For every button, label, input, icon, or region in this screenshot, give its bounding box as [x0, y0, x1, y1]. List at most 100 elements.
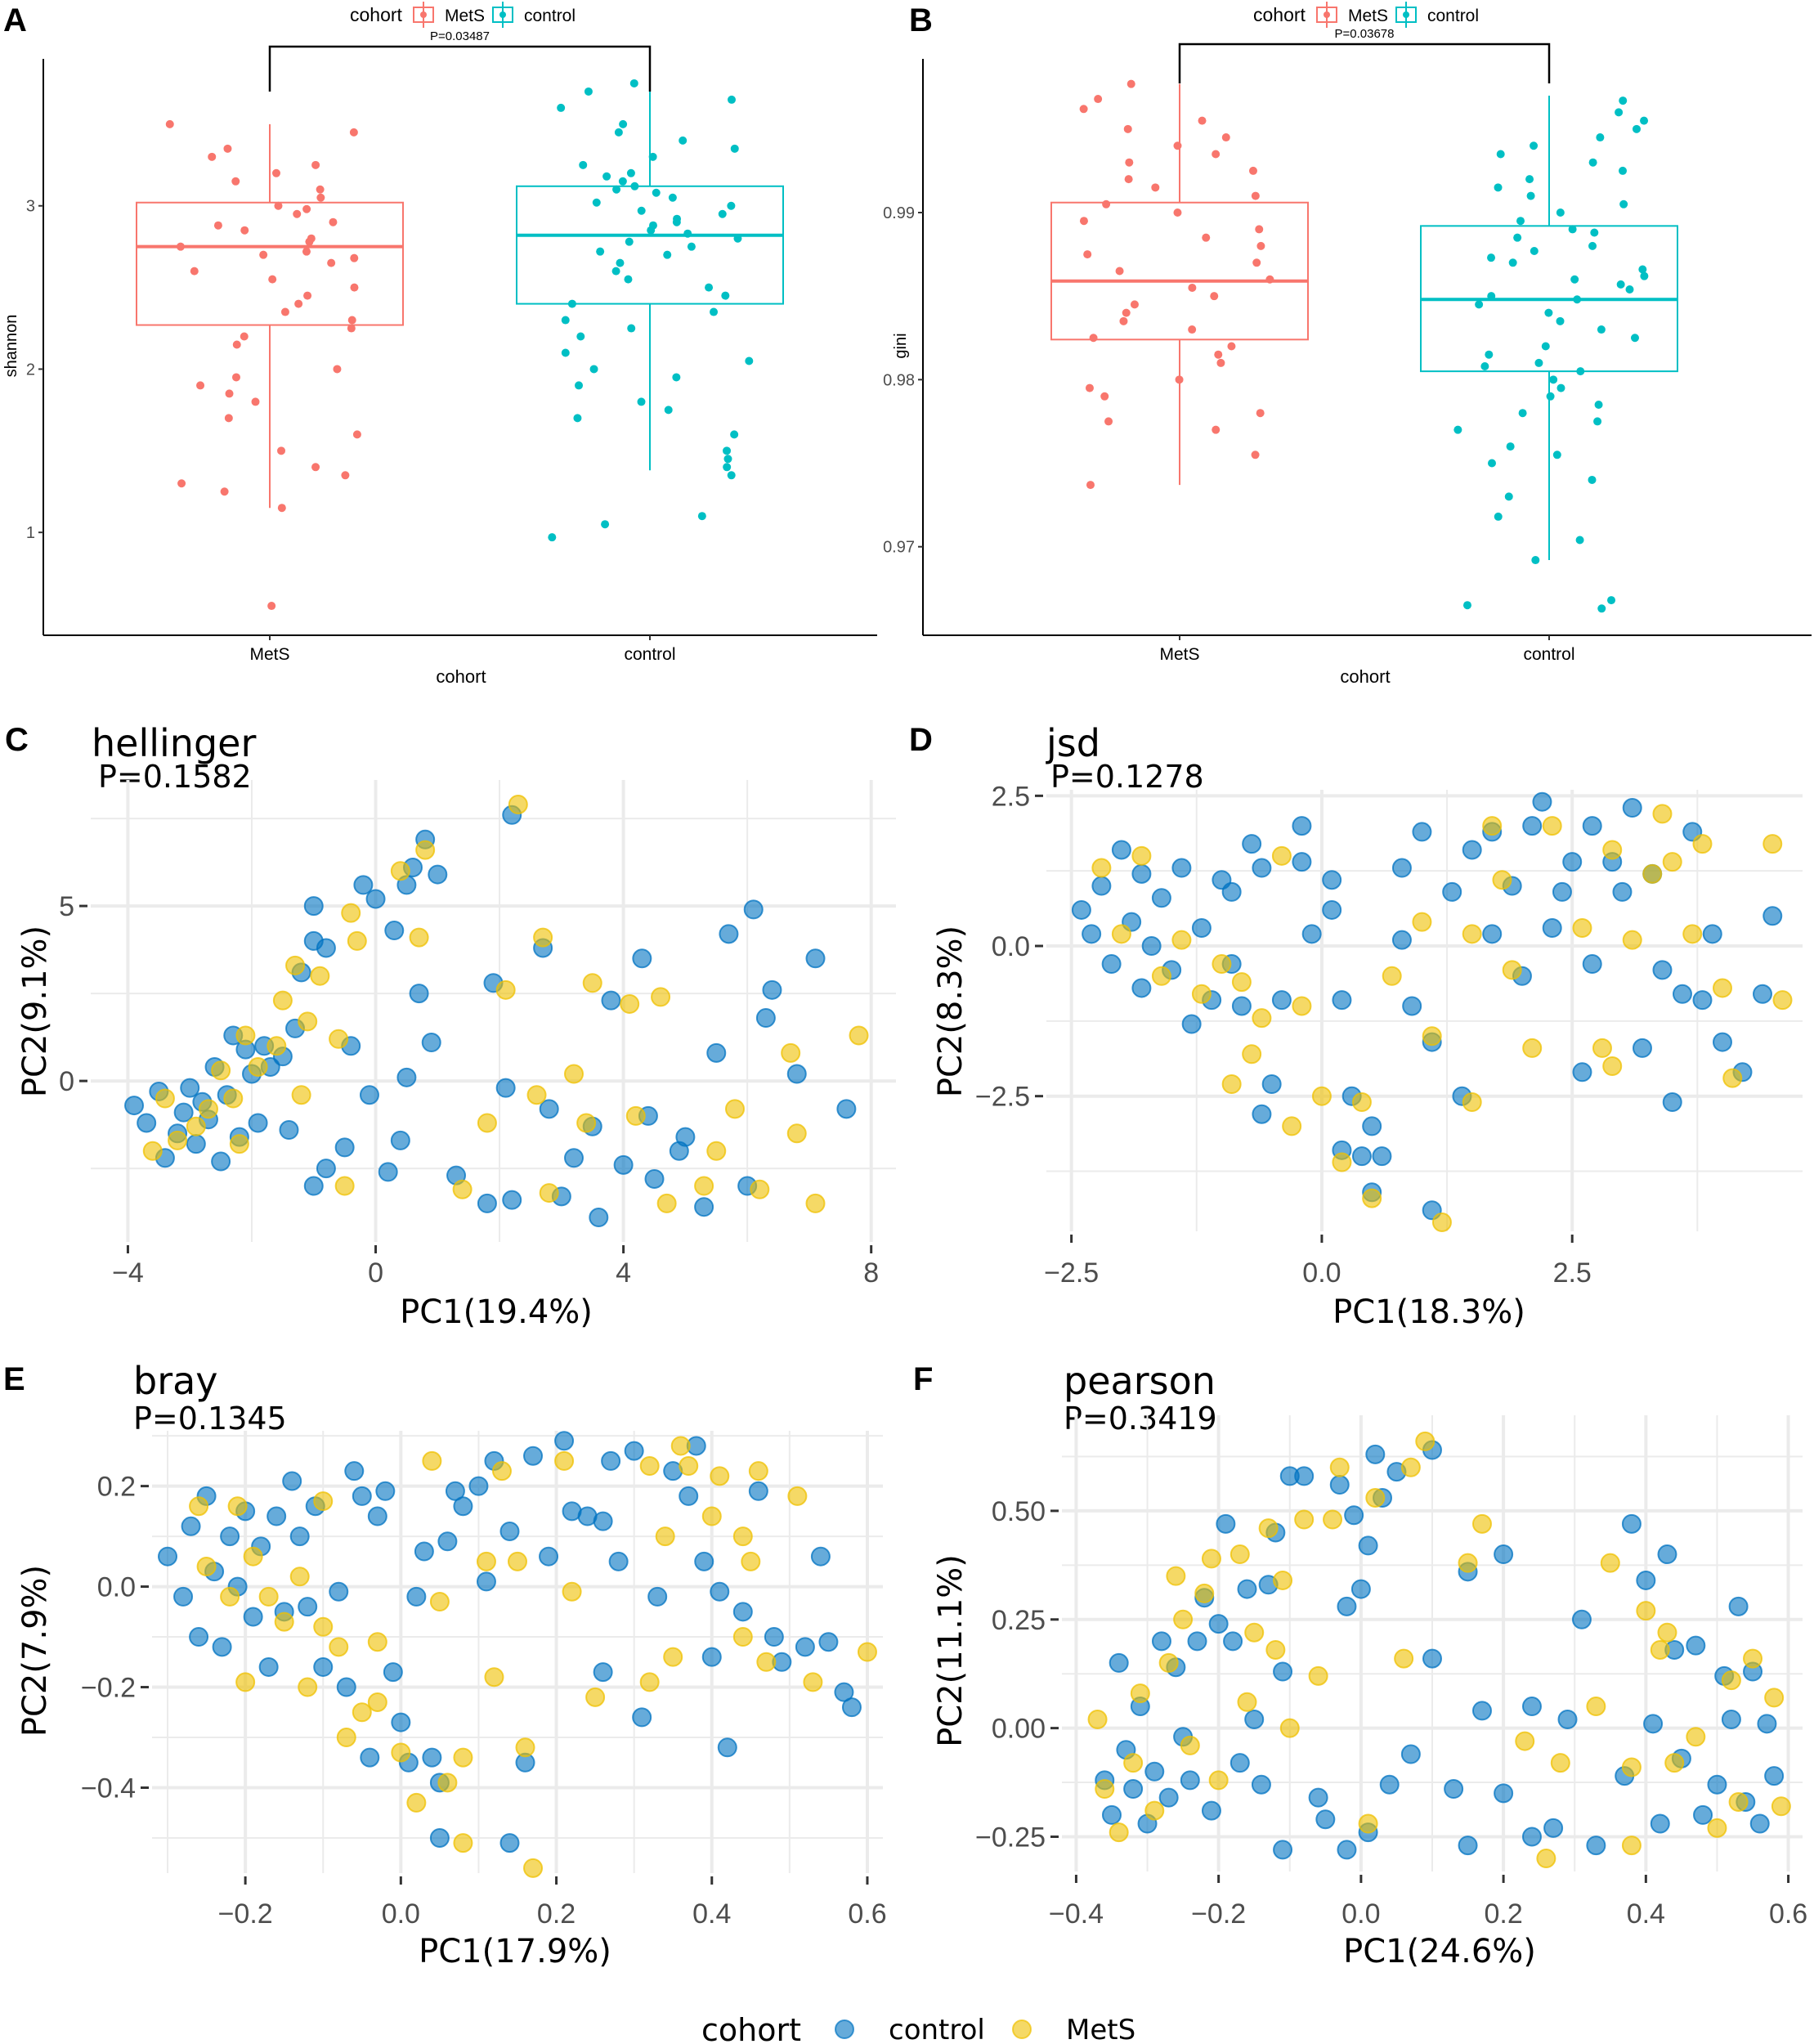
jitter-point [268, 275, 277, 284]
bottom-legend-title: cohort [701, 2012, 801, 2044]
jitter-point [224, 414, 233, 423]
data-point-control [1532, 791, 1552, 812]
jitter-point [630, 182, 639, 191]
data-point-mets [1123, 1753, 1144, 1773]
jitter-point [687, 242, 696, 251]
data-point-mets [1728, 1791, 1749, 1812]
data-point-control [189, 1627, 209, 1647]
data-point-mets [1279, 1718, 1300, 1738]
iqr-box [516, 185, 784, 305]
data-point-control [1151, 888, 1171, 908]
jitter-point [1453, 425, 1462, 434]
data-point-control [180, 1078, 200, 1098]
jitter-point [1256, 409, 1265, 418]
data-point-control [359, 1085, 379, 1105]
jitter-point [305, 237, 314, 246]
x-tick-label: 0 [368, 1257, 383, 1289]
jitter-point [190, 267, 199, 276]
jitter-point [1085, 383, 1094, 392]
data-point-mets [334, 1176, 355, 1196]
jitter-point [1530, 141, 1539, 150]
data-point-control [601, 1450, 621, 1471]
jitter-point [576, 332, 585, 341]
data-point-control [1201, 1800, 1221, 1821]
data-point-control [706, 1042, 727, 1063]
x-tick-label: −0.4 [1049, 1898, 1104, 1930]
data-point-mets [1258, 1518, 1279, 1539]
data-point-control [336, 1677, 356, 1697]
data-point-control [282, 1471, 302, 1491]
data-point-control [1231, 996, 1252, 1016]
data-point-control [1329, 1475, 1350, 1495]
jitter-point [575, 381, 584, 390]
data-point-mets [1415, 1431, 1436, 1451]
legend-key-control [835, 2019, 854, 2039]
data-point-mets [1111, 924, 1131, 944]
y-tick-label: 3 [26, 198, 35, 216]
data-point-control [390, 1130, 410, 1150]
data-point-mets [1542, 816, 1562, 836]
jitter-point [683, 229, 692, 238]
data-point-mets [1602, 1056, 1623, 1076]
jitter-point [561, 316, 570, 325]
data-point-control [1180, 1770, 1200, 1791]
series-control [124, 805, 857, 1228]
data-point-control [1273, 1840, 1293, 1860]
x-axis-title: cohort [1340, 666, 1390, 687]
data-point-control [719, 924, 739, 944]
data-point-control [1612, 881, 1633, 902]
data-point-control [1571, 1609, 1592, 1629]
jitter-point [1513, 233, 1522, 242]
data-point-mets [1294, 1509, 1315, 1530]
data-point-mets [805, 1193, 826, 1213]
data-point-mets [142, 1141, 163, 1161]
y-axis-title: gini [892, 333, 910, 358]
data-point-mets [1692, 834, 1713, 854]
jitter-point [1619, 199, 1628, 208]
jitter-point [1549, 375, 1558, 384]
data-point-control [764, 1627, 784, 1647]
x-tick-label: 0.2 [537, 1898, 576, 1930]
data-point-mets [515, 1737, 535, 1758]
data-point-mets [477, 1113, 497, 1133]
data-point-control [303, 896, 324, 917]
data-point-mets [196, 1556, 217, 1576]
data-point-mets [1131, 845, 1152, 866]
y-tick-label: 0.00 [992, 1714, 1046, 1745]
data-point-mets [1194, 1583, 1215, 1603]
data-point-mets [429, 1592, 450, 1612]
data-point-control [1229, 1753, 1250, 1773]
jitter-point [1596, 133, 1605, 142]
x-tick-label: MetS [1159, 645, 1199, 664]
data-point-mets [585, 1687, 606, 1707]
data-point-mets [1308, 1665, 1328, 1686]
jitter-point [1494, 183, 1503, 192]
data-point-mets [229, 1134, 249, 1154]
data-point-mets [620, 993, 640, 1014]
data-point-mets [1743, 1648, 1763, 1669]
x-axis-title: PC1(18.3%) [1333, 1293, 1525, 1331]
data-point-control [1351, 1146, 1372, 1167]
jitter-point [347, 316, 356, 325]
jitter-point [1556, 316, 1565, 325]
x-tick-label: 0.6 [848, 1898, 886, 1930]
data-point-control [701, 1647, 722, 1667]
jitter-point [327, 258, 336, 267]
data-point-control [834, 1682, 854, 1702]
data-point-mets [1652, 804, 1673, 824]
jitter-point [1462, 601, 1471, 610]
data-point-control [1762, 906, 1783, 926]
jitter-point [1122, 308, 1131, 317]
jitter-point [302, 204, 311, 213]
data-point-control [1752, 984, 1772, 1004]
jitter-point [730, 144, 739, 153]
jitter-point [1570, 275, 1579, 284]
panel-p-value: P=0.1582 [98, 759, 252, 795]
x-axis-title: cohort [436, 666, 486, 687]
data-point-control [1764, 1766, 1785, 1786]
legend-key-mets [1012, 2019, 1032, 2039]
box-legend: cohort MetS control [350, 2, 576, 28]
data-point-mets [857, 1642, 877, 1662]
data-point-mets [679, 1456, 699, 1477]
